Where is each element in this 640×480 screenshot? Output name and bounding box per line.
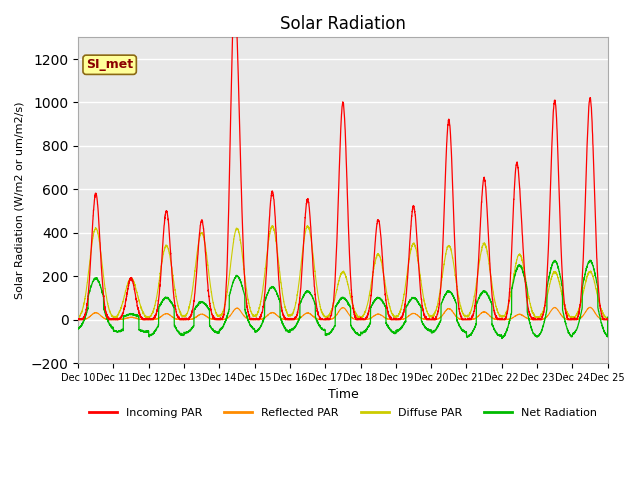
- Title: Solar Radiation: Solar Radiation: [280, 15, 406, 33]
- Y-axis label: Solar Radiation (W/m2 or um/m2/s): Solar Radiation (W/m2 or um/m2/s): [15, 101, 25, 299]
- Text: SI_met: SI_met: [86, 58, 133, 71]
- X-axis label: Time: Time: [328, 388, 358, 401]
- Legend: Incoming PAR, Reflected PAR, Diffuse PAR, Net Radiation: Incoming PAR, Reflected PAR, Diffuse PAR…: [84, 404, 601, 422]
